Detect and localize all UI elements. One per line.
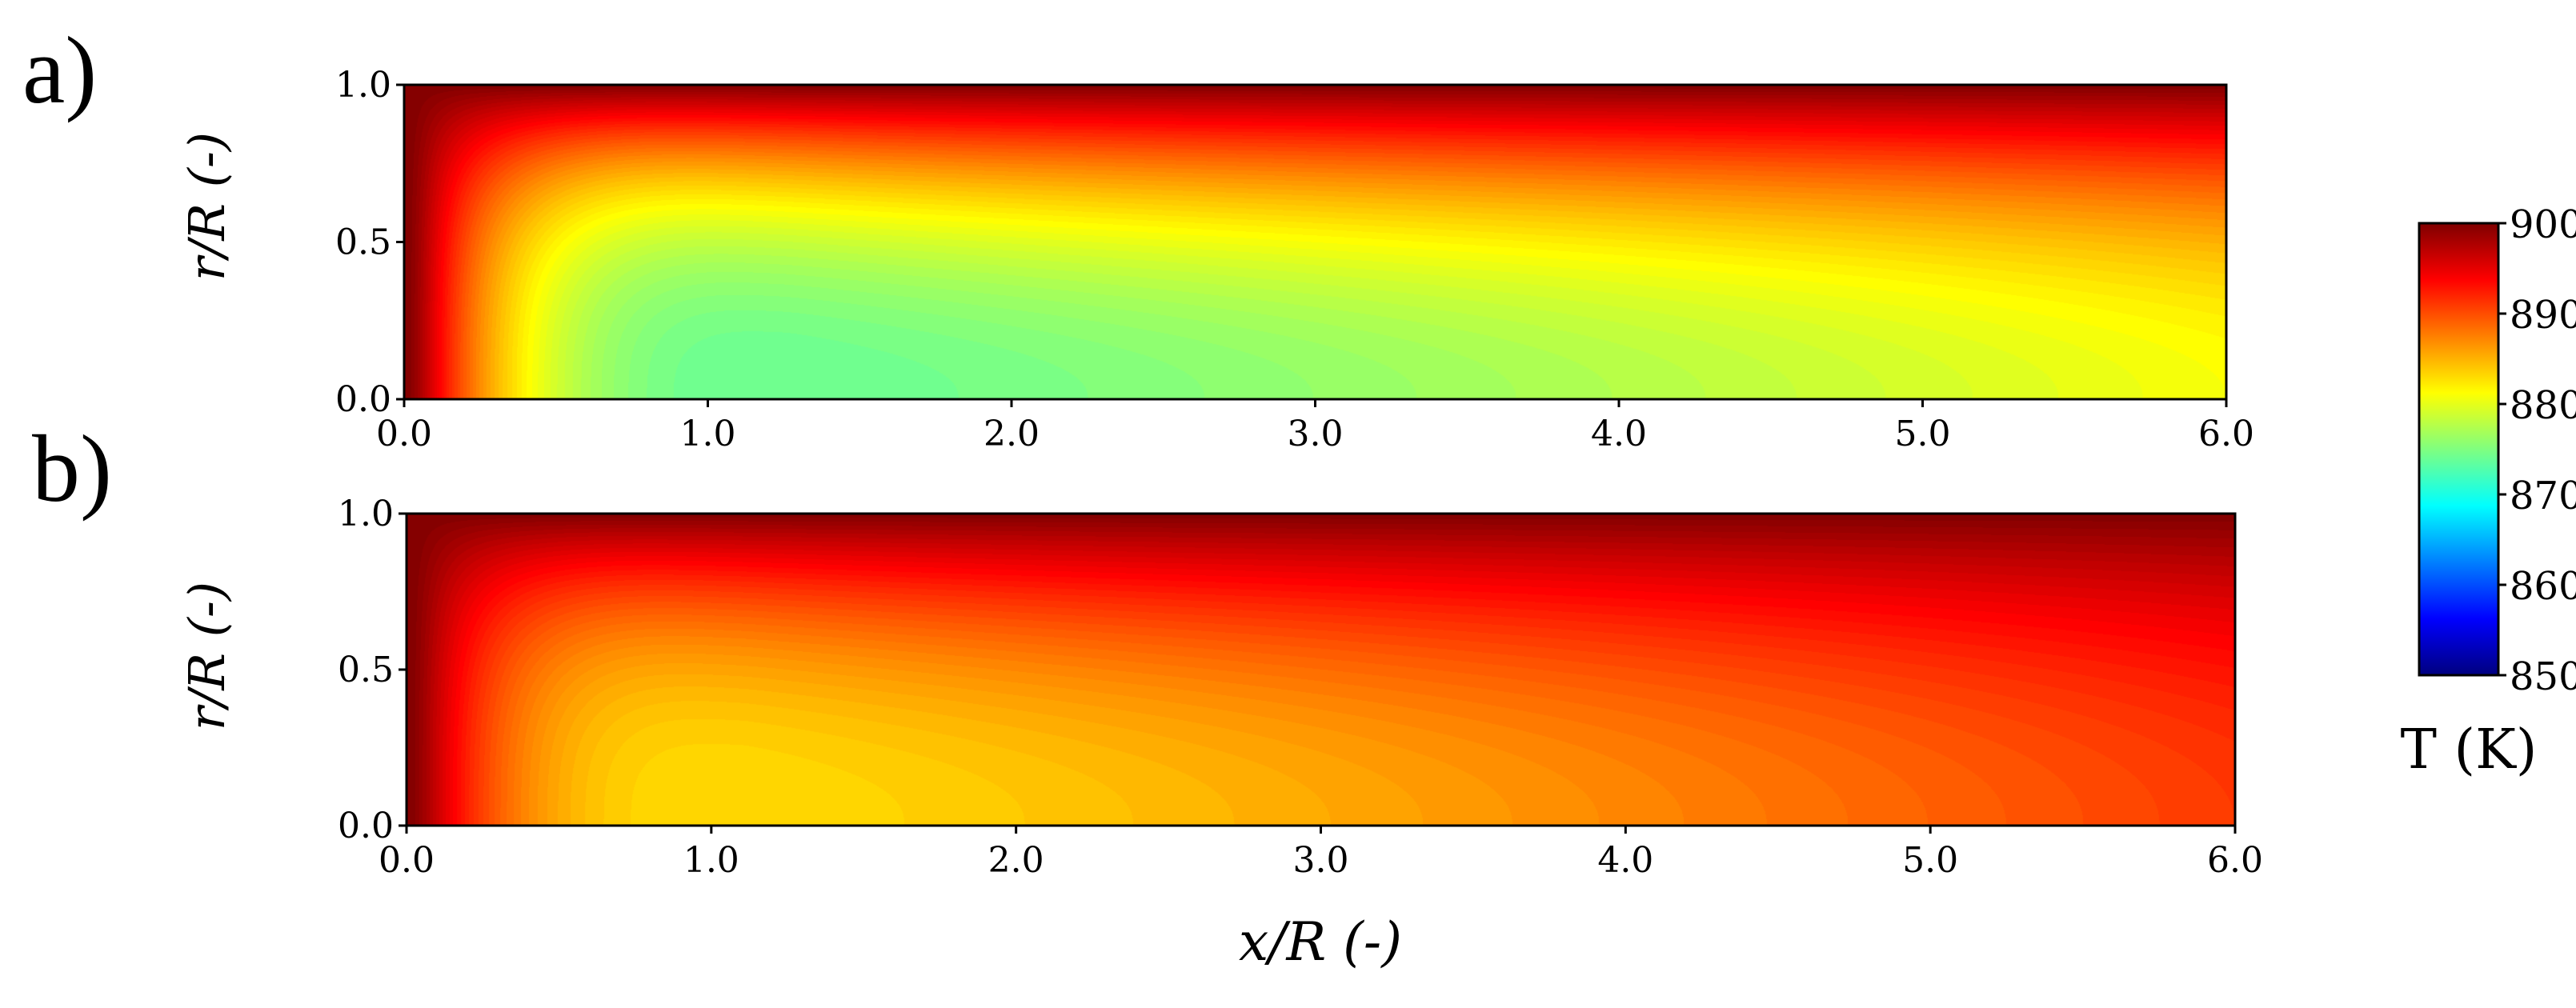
colorbar: 850 860 870 880 890 900 T (K) bbox=[2401, 202, 2576, 782]
colorbar-tick-label: 860 bbox=[2510, 564, 2576, 609]
colorbar-ticks: 850 860 870 880 890 900 bbox=[2498, 202, 2576, 699]
x-tick-label: 6.0 bbox=[2198, 414, 2254, 454]
panel-b: b) r/R (-) 0.0 1.0 2.0 3.0 4.0 5.0 6.0 0.0 0.5 1.… bbox=[32, 415, 2263, 973]
x-tick-label: 5.0 bbox=[1895, 414, 1951, 454]
colorbar-tick-label: 900 bbox=[2510, 202, 2576, 247]
colorbar-tick-label: 880 bbox=[2510, 383, 2576, 428]
panel-a-heatmap bbox=[404, 85, 2226, 399]
x-tick-label: 1.0 bbox=[683, 840, 739, 881]
colorbar-tick-label: 890 bbox=[2510, 293, 2576, 338]
panel-b-heatmap bbox=[407, 514, 2235, 826]
y-tick-label: 0.0 bbox=[338, 806, 394, 846]
y-tick-label: 0.5 bbox=[338, 650, 394, 690]
y-tick-label: 1.0 bbox=[338, 494, 394, 534]
x-tick-label: 6.0 bbox=[2207, 840, 2263, 881]
x-tick-label: 1.0 bbox=[680, 414, 736, 454]
panel-b-ylabel: r/R (-) bbox=[178, 582, 236, 730]
panel-a-ylabel: r/R (-) bbox=[178, 132, 236, 281]
panel-b-ticks: 0.0 1.0 2.0 3.0 4.0 5.0 6.0 0.0 0.5 1.0 bbox=[338, 494, 2263, 881]
x-tick-label: 2.0 bbox=[988, 840, 1044, 881]
panel-a-ticks: 0.0 1.0 2.0 3.0 4.0 5.0 6.0 0.0 0.5 1.0 bbox=[335, 65, 2254, 454]
panel-b-label: b) bbox=[32, 415, 112, 522]
x-tick-label: 2.0 bbox=[984, 414, 1040, 454]
y-tick-label: 0.5 bbox=[335, 222, 391, 263]
x-tick-label: 5.0 bbox=[1902, 840, 1958, 881]
y-tick-label: 0.0 bbox=[335, 379, 391, 420]
x-tick-label: 4.0 bbox=[1597, 840, 1653, 881]
panel-a: a) r/R (-) 0.0 1.0 2.0 3.0 4.0 5.0 6.0 0.0 0.5 1.… bbox=[22, 17, 2254, 454]
colorbar-tick-label: 870 bbox=[2510, 474, 2576, 518]
x-tick-label: 0.0 bbox=[376, 414, 432, 454]
colorbar-tick-label: 850 bbox=[2510, 654, 2576, 699]
colorbar-label: T (K) bbox=[2401, 718, 2538, 782]
x-tick-label: 3.0 bbox=[1293, 840, 1349, 881]
x-tick-label: 0.0 bbox=[379, 840, 435, 881]
x-tick-label: 4.0 bbox=[1591, 414, 1647, 454]
x-tick-label: 3.0 bbox=[1288, 414, 1344, 454]
colorbar-gradient bbox=[2418, 222, 2500, 677]
y-tick-label: 1.0 bbox=[335, 65, 391, 106]
panel-a-label: a) bbox=[22, 17, 97, 123]
x-axis-label: x/R (-) bbox=[1239, 911, 1402, 973]
